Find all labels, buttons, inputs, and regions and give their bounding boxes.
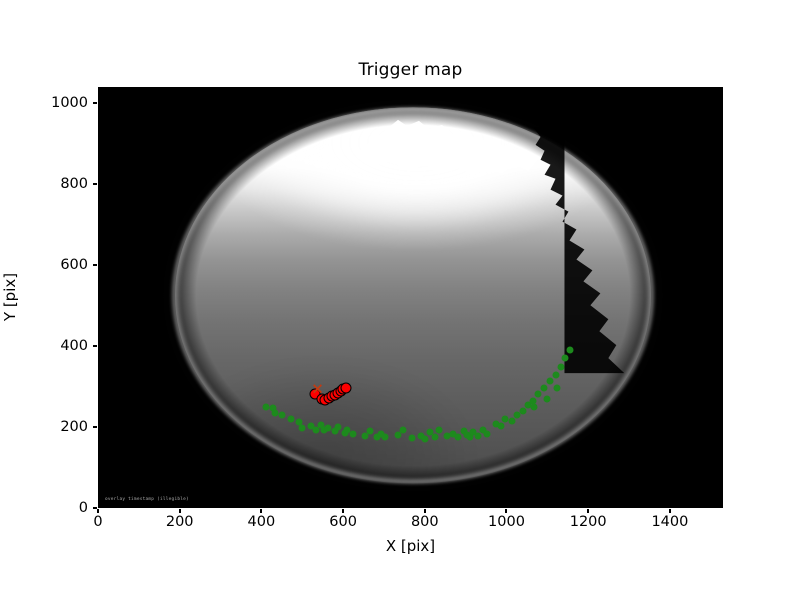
x-tick [505, 509, 508, 513]
trigger-point [513, 411, 521, 419]
trigger-point [492, 420, 500, 428]
trigger-point [287, 415, 295, 423]
x-tick-label: 800 [410, 514, 439, 530]
trigger-point [366, 427, 374, 435]
trigger-point [349, 430, 357, 438]
trigger-point [497, 422, 505, 430]
trigger-point [553, 384, 561, 392]
x-tick [342, 509, 345, 513]
trigger-point [271, 409, 279, 417]
trigger-point [373, 433, 381, 441]
trigger-point [331, 427, 339, 435]
chart-title: Trigger map [358, 60, 463, 80]
trigger-point [341, 429, 348, 437]
x-tick-label: 1400 [651, 514, 689, 530]
trigger-point [343, 426, 351, 434]
trigger-point [479, 426, 487, 434]
trigger-point [278, 411, 286, 419]
x-tick-label: 1200 [569, 514, 607, 530]
trigger-point [435, 426, 443, 434]
plot-area[interactable]: overlay timestamp (illegible) × [98, 87, 723, 508]
trigger-point [421, 435, 429, 443]
trigger-point [317, 421, 325, 429]
trigger-point [269, 404, 277, 412]
y-tick [93, 183, 97, 186]
trigger-point [449, 430, 457, 438]
trigger-point [474, 432, 482, 440]
trigger-point [408, 434, 416, 442]
x-tick [97, 509, 99, 513]
y-tick-label: 0 [78, 500, 88, 516]
x-tick [668, 509, 671, 513]
y-tick-label: 1000 [51, 95, 88, 112]
trigger-point [501, 415, 509, 423]
trigger-point [324, 424, 332, 432]
trigger-point [534, 390, 542, 398]
y-tick-label: 800 [60, 176, 88, 193]
trigger-point [466, 433, 474, 441]
x-tick [587, 509, 590, 513]
trigger-point [307, 422, 315, 430]
x-tick-label: 400 [247, 514, 276, 530]
y-tick-label: 600 [60, 257, 88, 274]
trigger-point [546, 377, 554, 385]
trigger-point [519, 407, 527, 415]
x-tick [423, 509, 426, 513]
y-tick-label: 400 [60, 338, 88, 355]
track-point [340, 382, 352, 394]
trigger-point [529, 397, 537, 404]
trigger-point [552, 371, 560, 379]
trigger-point [454, 433, 462, 441]
trigger-point [431, 433, 439, 441]
trigger-point [320, 426, 328, 434]
camera-osd-timestamp: overlay timestamp (illegible) [105, 497, 189, 502]
trigger-point [295, 418, 303, 426]
trigger-point [312, 426, 320, 434]
saturation-edge-noise [354, 119, 625, 374]
trigger-point [361, 432, 369, 440]
trigger-point [381, 433, 389, 441]
trigger-point [394, 431, 402, 439]
trigger-point [443, 432, 451, 440]
y-tick [93, 264, 97, 267]
y-axis-label: Y [pix] [1, 272, 19, 322]
trigger-point [460, 427, 468, 435]
x-marker-annotation: × [311, 379, 324, 398]
trigger-point [557, 363, 565, 370]
trigger-point [377, 430, 385, 438]
trigger-point [561, 354, 569, 362]
trigger-point [417, 432, 425, 440]
trigger-point [566, 346, 574, 354]
y-tick-label: 200 [60, 419, 88, 436]
x-tick [178, 509, 181, 513]
x-tick-label: 0 [93, 514, 103, 530]
x-tick [260, 509, 263, 513]
x-tick-label: 200 [165, 514, 194, 530]
trigger-point [298, 424, 306, 432]
trigger-point [483, 430, 491, 438]
trigger-point [540, 384, 548, 392]
y-tick [93, 345, 97, 348]
track-point [309, 388, 321, 400]
trigger-point [524, 401, 531, 409]
x-tick-label: 1000 [488, 514, 525, 530]
trigger-point [399, 426, 407, 434]
trigger-point [508, 417, 516, 425]
trigger-point [426, 428, 434, 436]
x-tick-label: 600 [329, 514, 357, 530]
trigger-point [530, 403, 538, 411]
trigger-point [262, 403, 270, 411]
trigger-point [469, 428, 477, 436]
x-axis-label: X [pix] [385, 537, 436, 555]
y-tick [93, 102, 97, 105]
y-tick [93, 507, 97, 509]
y-tick [93, 426, 97, 429]
trigger-point [334, 423, 342, 431]
trigger-point [543, 395, 551, 403]
